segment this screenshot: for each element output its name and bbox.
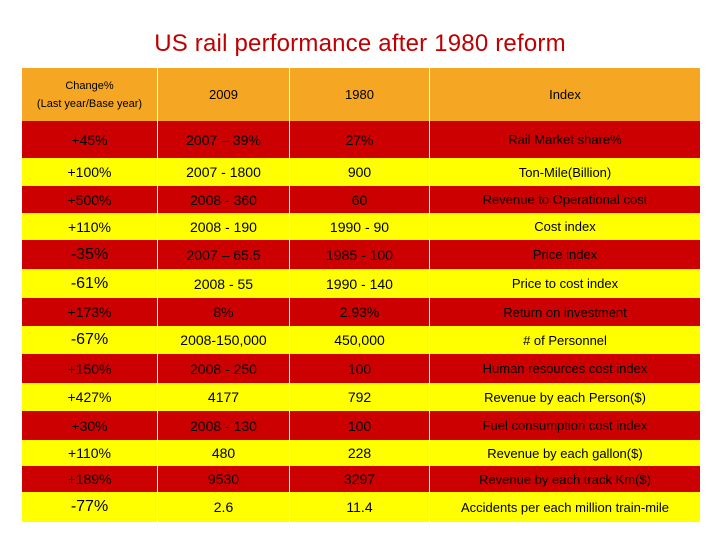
cell-1980: 11.4 (290, 492, 430, 522)
cell-1980: 27% (290, 121, 430, 158)
table-row: +110% 2008 - 190 1990 - 90 Cost index (22, 213, 700, 240)
cell-1980: 60 (290, 186, 430, 213)
cell-change: +500% (22, 186, 158, 213)
table-header-row: Change% (Last year/Base year) 2009 1980 … (22, 68, 700, 121)
table-row: +110% 480 228 Revenue by each gallon($) (22, 440, 700, 466)
cell-index: Accidents per each million train-mile (460, 499, 670, 515)
table-row: -35% 2007 – 65.5 1985 - 100 Price index (22, 240, 700, 269)
cell-change: -67% (22, 326, 158, 354)
cell-index: Human resources cost index (482, 361, 648, 376)
cell-2009: 2008 - 190 (158, 213, 290, 240)
table-row: +30% 2008 - 130 100 Fuel consumption cost i… (22, 411, 700, 440)
table-row: -61% 2008 - 55 1990 - 140 Price to cost ind… (22, 269, 700, 298)
cell-2009: 2008 - 360 (158, 186, 290, 213)
table-row: +500% 2008 - 360 60 Revenue to Operational … (22, 186, 700, 213)
cell-1980: 2.93% (290, 298, 430, 326)
rail-performance-table: Change% (Last year/Base year) 2009 1980 … (22, 68, 700, 522)
cell-change: +110% (22, 213, 158, 240)
cell-1980: 900 (290, 158, 430, 186)
cell-change: +100% (22, 158, 158, 186)
cell-index: Revenue by each Person($) (484, 389, 646, 405)
cell-change: +110% (22, 440, 158, 466)
cell-index: Price to cost index (511, 276, 619, 291)
page-title: US rail performance after 1980 reform (154, 30, 566, 57)
cell-index: Rail Market share% (508, 132, 622, 147)
table-row: +150% 2008 - 250 100 Human resources cost i… (22, 354, 700, 383)
cell-change: +173% (22, 298, 158, 326)
cell-index: # of Personnel (523, 332, 607, 348)
cell-2009: 2007 - 1800 (158, 158, 290, 186)
cell-2009: 480 (158, 440, 290, 466)
cell-index: Ton-Mile(Billion) (518, 164, 612, 180)
cell-index: Fuel consumption cost index (482, 418, 648, 433)
cell-1980: 100 (290, 411, 430, 440)
cell-index: Revenue by each gallon($) (487, 445, 643, 461)
header-change-line2: (Last year/Base year) (36, 97, 143, 110)
cell-2009: 2008 - 250 (158, 354, 290, 383)
header-change-line1: Change% (65, 79, 114, 92)
header-2009: 2009 (158, 68, 290, 121)
cell-change: +427% (22, 383, 158, 411)
cell-change: -35% (22, 240, 158, 269)
header-1980: 1980 (290, 68, 430, 121)
cell-1980: 100 (290, 354, 430, 383)
cell-change: -77% (22, 492, 158, 522)
header-index: Index (549, 87, 581, 102)
cell-index: Return on investment (503, 304, 627, 320)
cell-index: Price index (532, 247, 598, 262)
cell-1980: 228 (290, 440, 430, 466)
cell-change: +30% (22, 411, 158, 440)
cell-change: +150% (22, 354, 158, 383)
cell-change: -61% (22, 269, 158, 298)
cell-index: Revenue by each track Km($) (479, 471, 651, 487)
cell-2009: 9530 (158, 466, 290, 492)
cell-2009: 8% (158, 298, 290, 326)
cell-change: +189% (22, 466, 158, 492)
cell-2009: 2.6 (158, 492, 290, 522)
cell-2009: 2007 – 65.5 (158, 240, 290, 269)
cell-index: Revenue to Operational cost (482, 192, 648, 207)
header-change: Change% (Last year/Base year) (22, 68, 158, 121)
cell-2009: 2007 – 39% (158, 121, 290, 158)
cell-1980: 1990 - 140 (290, 269, 430, 298)
cell-change: +45% (22, 121, 158, 158)
table-row: +45% 2007 – 39% 27% Rail Market share% (22, 121, 700, 158)
cell-2009: 2008-150,000 (158, 326, 290, 354)
table-row: +173% 8% 2.93% Return on investment (22, 298, 700, 326)
table-row: -77% 2.6 11.4 Accidents per each million tr… (22, 492, 700, 522)
table-row: +427% 4177 792 Revenue by each Person($) (22, 383, 700, 411)
cell-2009: 4177 (158, 383, 290, 411)
cell-1980: 792 (290, 383, 430, 411)
table-row: +189% 9530 3297 Revenue by each track Km($) (22, 466, 700, 492)
cell-2009: 2008 - 55 (158, 269, 290, 298)
cell-2009: 2008 - 130 (158, 411, 290, 440)
cell-index: Cost index (534, 219, 596, 234)
cell-1980: 1985 - 100 (290, 240, 430, 269)
table-row: +100% 2007 - 1800 900 Ton-Mile(Billion) (22, 158, 700, 186)
cell-1980: 450,000 (290, 326, 430, 354)
table-row: -67% 2008-150,000 450,000 # of Personnel (22, 326, 700, 354)
cell-1980: 3297 (290, 466, 430, 492)
cell-1980: 1990 - 90 (290, 213, 430, 240)
